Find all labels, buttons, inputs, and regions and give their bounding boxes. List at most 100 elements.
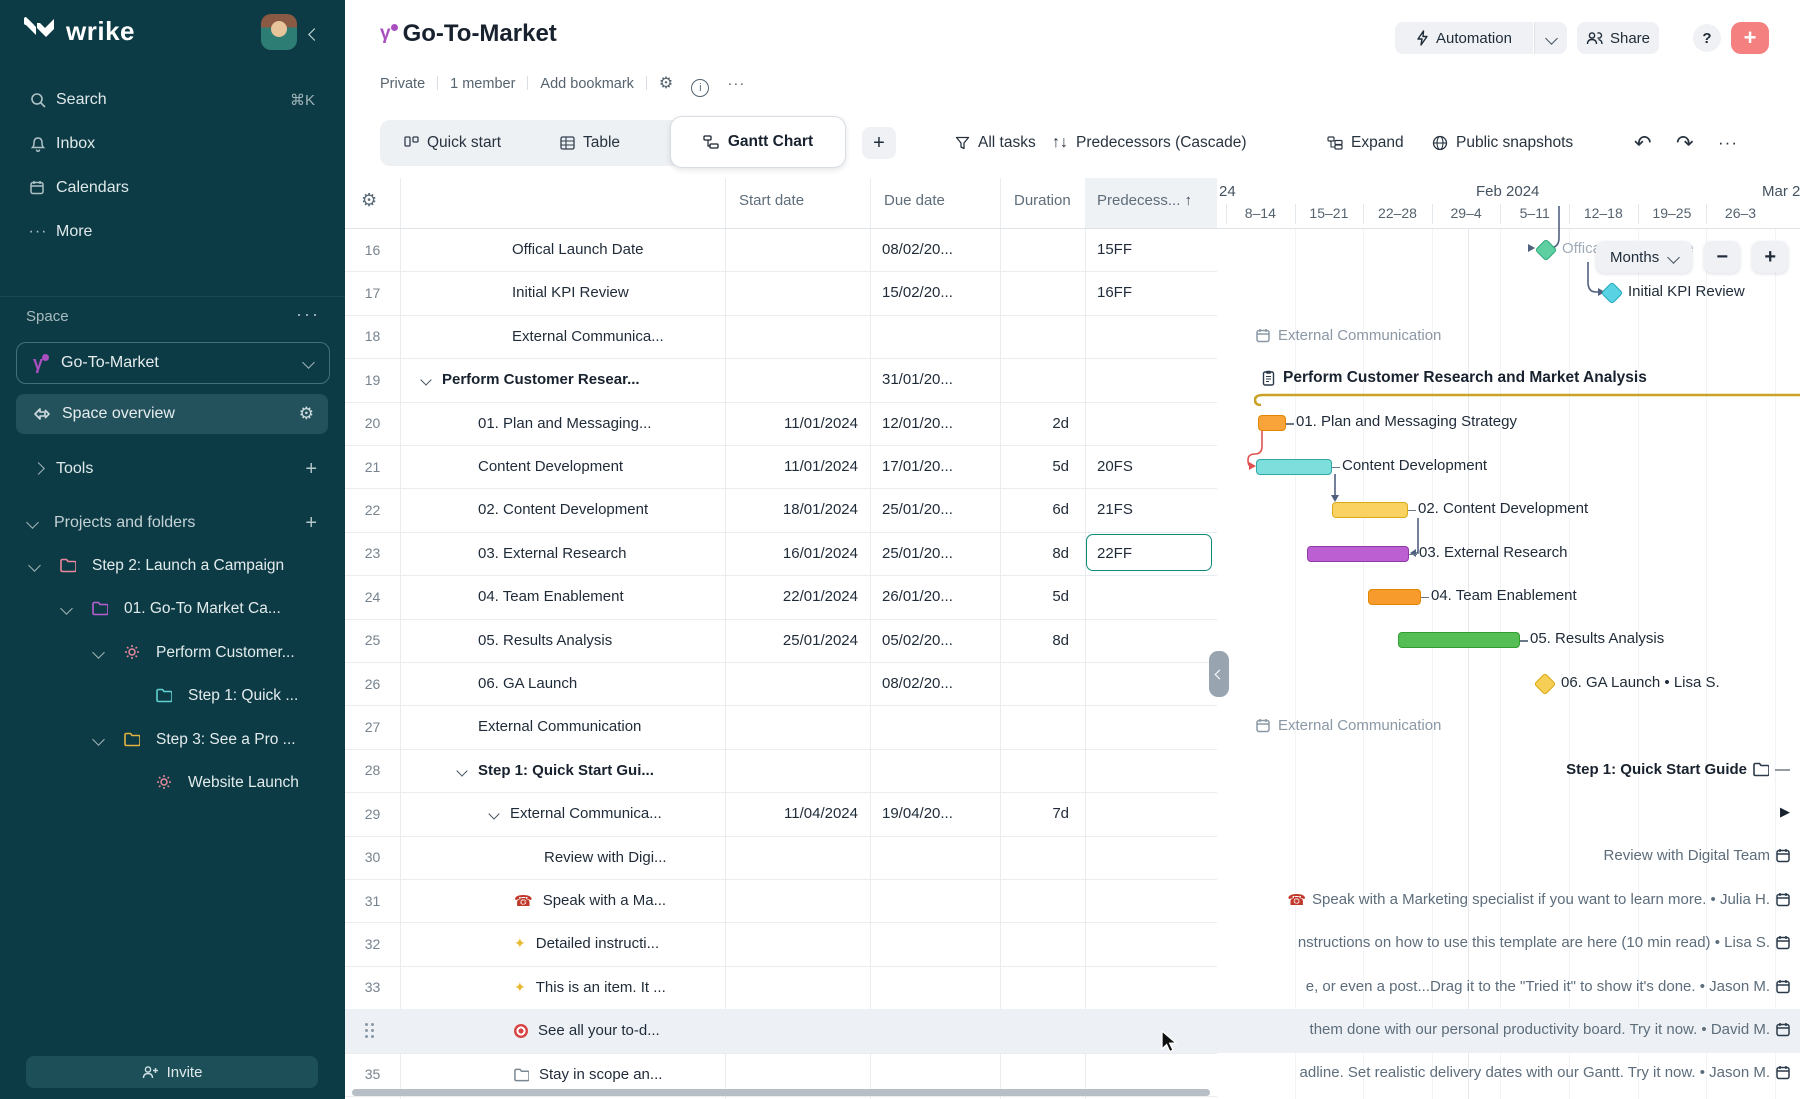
column-header-predecess[interactable]: Predecess... ↑ xyxy=(1097,192,1193,209)
task-name-cell[interactable]: ☎ Speak with a Ma... xyxy=(400,879,725,922)
gantt-task-text[interactable]: Review with Digital Team xyxy=(1604,847,1790,864)
gantt-milestone[interactable] xyxy=(1533,672,1557,696)
task-name-cell[interactable]: 04. Team Enablement xyxy=(400,575,725,618)
members-label[interactable]: 1 member xyxy=(450,76,516,92)
automation-dropdown[interactable] xyxy=(1534,22,1567,54)
task-name-cell[interactable]: 01. Plan and Messaging... xyxy=(400,402,725,445)
task-name-cell[interactable]: Initial KPI Review xyxy=(400,271,725,314)
gantt-task-text[interactable]: adline. Set realistic delivery dates wit… xyxy=(1300,1064,1790,1081)
due-date-cell[interactable]: 15/02/20... xyxy=(882,284,953,302)
column-header-startdate[interactable]: Start date xyxy=(739,192,805,209)
gantt-bar[interactable] xyxy=(1368,588,1421,605)
predecessor-cell[interactable]: 21FS xyxy=(1097,501,1133,519)
start-date-cell[interactable]: 16/01/2024 xyxy=(782,544,858,562)
space-settings-icon[interactable]: ⚙ xyxy=(298,404,314,423)
tab-table[interactable]: Table xyxy=(560,128,620,158)
predecessor-cell[interactable]: 15FF xyxy=(1097,241,1133,258)
gantt-task-text[interactable]: them done with our personal productivity… xyxy=(1310,1021,1790,1038)
due-date-cell[interactable]: 05/02/20... xyxy=(882,631,953,649)
expand-button[interactable]: Expand xyxy=(1327,128,1404,158)
task-name-cell[interactable]: 05. Results Analysis xyxy=(400,619,725,662)
share-button[interactable]: Share xyxy=(1577,22,1659,54)
gantt-milestone[interactable] xyxy=(1534,238,1558,262)
predecessor-cell[interactable]: 22FF xyxy=(1097,544,1133,562)
automation-button[interactable]: Automation xyxy=(1395,22,1533,54)
task-name-cell[interactable]: Perform Customer Resear... xyxy=(400,358,725,401)
toolbar-more-icon[interactable]: ··· xyxy=(1718,133,1738,152)
task-name-cell[interactable]: See all your to-d... xyxy=(400,1009,725,1052)
task-name-cell[interactable]: 02. Content Development xyxy=(400,488,725,531)
gantt-task-text[interactable]: ☎ Speak with a Marketing specialist if yo… xyxy=(1287,891,1790,909)
task-name-cell[interactable]: 03. External Research xyxy=(400,532,725,575)
due-date-cell[interactable]: 12/01/20... xyxy=(882,414,953,432)
gantt-task-text[interactable]: nstructions on how to use this template … xyxy=(1298,934,1790,951)
task-name-cell[interactable]: 06. GA Launch xyxy=(400,662,725,705)
gantt-bar[interactable] xyxy=(1307,545,1409,562)
row-chevron-icon[interactable] xyxy=(420,371,432,388)
info-icon[interactable]: i xyxy=(691,79,710,97)
start-date-cell[interactable]: 25/01/2024 xyxy=(782,631,858,649)
chevron-down-icon[interactable] xyxy=(92,644,105,662)
gantt-task-text[interactable]: ▶ xyxy=(1780,804,1790,820)
tab-gantt-chart[interactable]: Gantt Chart xyxy=(670,116,846,168)
tools-add-icon[interactable]: + xyxy=(305,457,317,480)
due-date-cell[interactable]: 25/01/20... xyxy=(882,501,953,519)
tab-quick-start[interactable]: Quick start xyxy=(404,128,501,158)
sidebar-item-inbox[interactable]: Inbox xyxy=(0,127,345,161)
duration-cell[interactable]: 5d xyxy=(1052,458,1069,475)
sidebar-item-projects[interactable]: Projects and folders + xyxy=(0,506,345,540)
due-date-cell[interactable]: 08/02/20... xyxy=(882,241,953,258)
duration-cell[interactable]: 6d xyxy=(1052,501,1069,519)
due-date-cell[interactable]: 26/01/20... xyxy=(882,588,953,606)
horizontal-scrollbar[interactable] xyxy=(352,1089,1210,1096)
add-view-button[interactable]: + xyxy=(862,127,896,159)
panel-divider-handle[interactable] xyxy=(1209,651,1229,697)
sidebar-item-space-overview[interactable]: Space overview ⚙ xyxy=(16,394,328,434)
start-date-cell[interactable]: 11/04/2024 xyxy=(784,805,858,823)
start-date-cell[interactable]: 11/01/2024 xyxy=(784,414,858,432)
projects-add-icon[interactable]: + xyxy=(305,511,317,534)
help-button[interactable]: ? xyxy=(1693,24,1721,52)
start-date-cell[interactable]: 11/01/2024 xyxy=(784,458,858,475)
tree-item[interactable]: Website Launch xyxy=(0,765,345,801)
public-snapshots-button[interactable]: Public snapshots xyxy=(1432,128,1573,158)
duration-cell[interactable]: 7d xyxy=(1052,805,1069,823)
row-chevron-icon[interactable] xyxy=(456,762,468,779)
gantt-bar[interactable] xyxy=(1258,415,1286,432)
task-name-cell[interactable]: Offical Launch Date xyxy=(400,228,725,271)
due-date-cell[interactable]: 19/04/20... xyxy=(882,805,953,823)
due-date-cell[interactable]: 08/02/20... xyxy=(882,675,953,692)
gantt-task-text[interactable]: Step 1: Quick Start Guide — xyxy=(1566,761,1790,778)
task-name-cell[interactable]: External Communica... xyxy=(400,792,725,835)
task-name-cell[interactable]: Content Development xyxy=(400,445,725,488)
gantt-milestone[interactable] xyxy=(1600,281,1624,305)
task-name-cell[interactable]: Stay in scope an... xyxy=(400,1053,725,1096)
gantt-bar[interactable] xyxy=(1256,458,1332,475)
start-date-cell[interactable]: 22/01/2024 xyxy=(782,588,858,606)
predecessor-cell[interactable]: 20FS xyxy=(1097,458,1133,475)
privacy-label[interactable]: Private xyxy=(380,76,426,92)
task-name-cell[interactable]: External Communication xyxy=(400,705,725,748)
sidebar-item-tools[interactable]: Tools + xyxy=(0,452,345,486)
start-date-cell[interactable]: 18/01/2024 xyxy=(782,501,858,519)
due-date-cell[interactable]: 31/01/20... xyxy=(882,371,953,389)
due-date-cell[interactable]: 17/01/20... xyxy=(882,458,953,475)
row-chevron-icon[interactable] xyxy=(488,805,500,822)
tree-item[interactable]: 01. Go-To Market Ca... xyxy=(0,591,345,627)
column-header-duration[interactable]: Duration xyxy=(1014,192,1071,209)
redo-icon[interactable]: ↷ xyxy=(1676,131,1694,155)
timescale-dropdown[interactable]: Months xyxy=(1596,241,1693,273)
sidebar-item-calendars[interactable]: Calendars xyxy=(0,171,345,205)
add-bookmark-link[interactable]: Add bookmark xyxy=(540,76,634,92)
table-gear-icon[interactable]: ⚙ xyxy=(361,190,378,210)
sidebar-item-search[interactable]: Search ⌘K xyxy=(0,83,345,117)
zoom-in-button[interactable]: + xyxy=(1752,241,1789,273)
chevron-down-icon[interactable] xyxy=(92,731,105,749)
task-name-cell[interactable]: Review with Digi... xyxy=(400,836,725,879)
space-selector[interactable]: γ Go-To-Market xyxy=(16,342,330,384)
chevron-down-icon[interactable] xyxy=(60,600,73,618)
duration-cell[interactable]: 5d xyxy=(1052,588,1069,606)
avatar[interactable] xyxy=(261,14,297,50)
tree-item[interactable]: Perform Customer... xyxy=(0,635,345,671)
project-more-icon[interactable]: ··· xyxy=(727,75,746,92)
